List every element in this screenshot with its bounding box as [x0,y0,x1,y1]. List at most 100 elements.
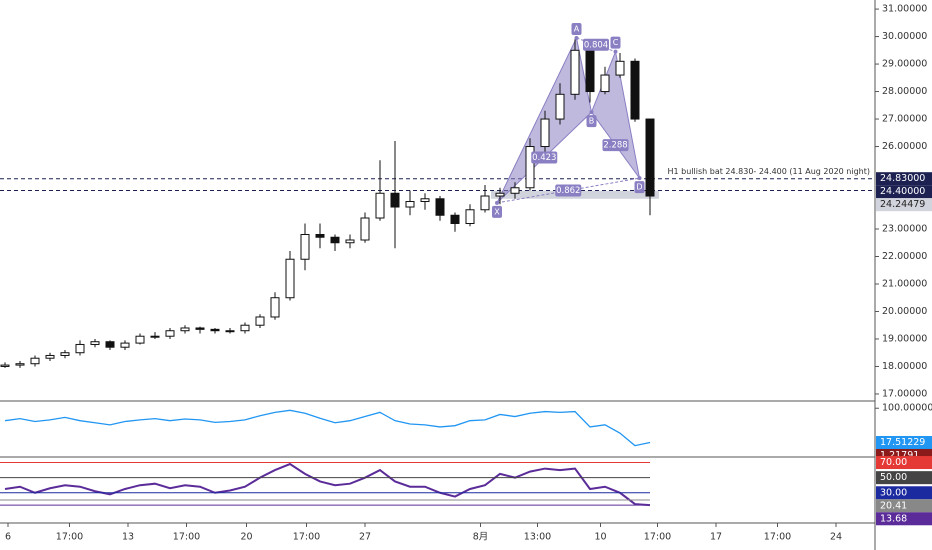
candle-body [285,258,295,299]
candle-body [165,330,175,337]
candle-body [540,118,550,148]
x-tick-label: 20 [240,532,252,543]
indicator-value-bg [876,512,932,526]
pattern-point [613,49,618,54]
x-tick-label: 17:00 [764,532,791,543]
pattern-label-bg [492,205,502,218]
candle-body [315,234,325,238]
x-tick-label: 17:00 [293,532,320,543]
pattern-point [574,35,579,40]
pattern-label-bg [634,181,645,194]
candle-body [465,209,475,225]
ratio-label: 0.862 [556,186,580,196]
indicator-value: 50.00 [880,472,907,483]
candle-body [210,328,220,332]
pattern-label: A [574,24,580,33]
indicator-value: 17.51229 [880,437,925,448]
y-tick-label: 100.00000 [882,403,932,414]
y-tick-label: 28.00000 [882,86,927,97]
ratio-bg [555,184,582,197]
candle-body [225,330,235,333]
candle-body [570,49,580,95]
candle-body [630,60,640,120]
candle-body [480,195,490,211]
pattern-point [637,176,642,181]
pattern-point [495,200,499,205]
candle-body [135,335,145,344]
indicator-line [4,409,651,447]
candle-body [450,214,460,225]
ratio-label: 0.423 [532,153,556,163]
x-tick-label: 8月 [473,532,489,543]
candle-body [105,341,115,348]
candle-body [345,239,355,244]
pattern-label: B [589,117,595,126]
candle-body [30,357,40,365]
candle-body [495,192,505,197]
y-tick-label: 18.00000 [882,361,927,372]
x-tick-label: 24 [830,532,842,543]
x-tick-label: 6 [5,532,11,543]
ratio-label: 2.288 [603,141,627,151]
candle-body [525,146,535,189]
indicator-value-bg [876,499,932,513]
candle-body [255,316,265,326]
candle-body [645,118,655,197]
y-tick-label: 31.00000 [882,4,927,15]
candle-body [390,192,400,208]
pattern-label-bg [610,36,621,49]
level-label: 24.40000 [880,186,925,197]
indicator-value-bg [876,456,932,470]
y-tick-label: 23.00000 [882,224,927,235]
candle-body [585,49,595,93]
candle-body [270,297,280,318]
candle-body [60,352,70,356]
x-tick-label: 10 [594,532,606,543]
indicator-line [4,462,651,507]
candle-body [600,74,610,93]
candle-body [555,93,565,120]
y-tick-label: 29.00000 [882,59,927,70]
y-tick-label: 27.00000 [882,114,927,125]
candle-body [0,364,10,367]
indicator-value: 70.00 [880,457,907,468]
annotation: H1 bullish bat 24.830- 24.400 (11 Aug 20… [668,167,870,176]
indicator-value-bg [876,435,932,449]
x-tick-label: 17:00 [644,532,671,543]
candle-body [615,60,625,76]
ratio-bg [602,139,629,152]
candle-body [120,342,130,348]
ratio-label: 0.804 [584,40,608,50]
ratio-bg [583,38,609,51]
x-tick-label: 17:00 [173,532,200,543]
y-tick-label: 17.00000 [882,388,927,399]
y-tick-label: 20.00000 [882,306,927,317]
candle-body [405,201,415,208]
pattern-label: C [613,38,619,47]
level-label: 24.83000 [880,173,925,184]
level-label-bg [876,198,932,212]
candle-body [510,187,520,194]
pattern-label: D [636,183,642,192]
indicator-value-bg [876,471,932,485]
candle-body [75,343,85,354]
x-tick-label: 17 [710,532,722,543]
pattern-label-bg [571,22,582,35]
pattern-label: X [494,207,500,216]
indicator-value: 30.00 [880,487,907,498]
candle-body [435,198,445,216]
indicator-value: 20.41 [880,500,907,511]
candle-body [45,354,55,359]
y-tick-label: 26.00000 [882,141,927,152]
indicator-value: 1.21791 [880,450,919,461]
pattern-point [589,110,594,115]
x-tick-label: 13 [122,532,134,543]
level-label: 24.24479 [880,199,925,210]
candle-body [420,198,430,203]
x-tick-label: 17:00 [56,532,83,543]
y-tick-label: 19.00000 [882,333,927,344]
x-tick-label: 13:00 [524,532,551,543]
candle-body [15,363,25,366]
